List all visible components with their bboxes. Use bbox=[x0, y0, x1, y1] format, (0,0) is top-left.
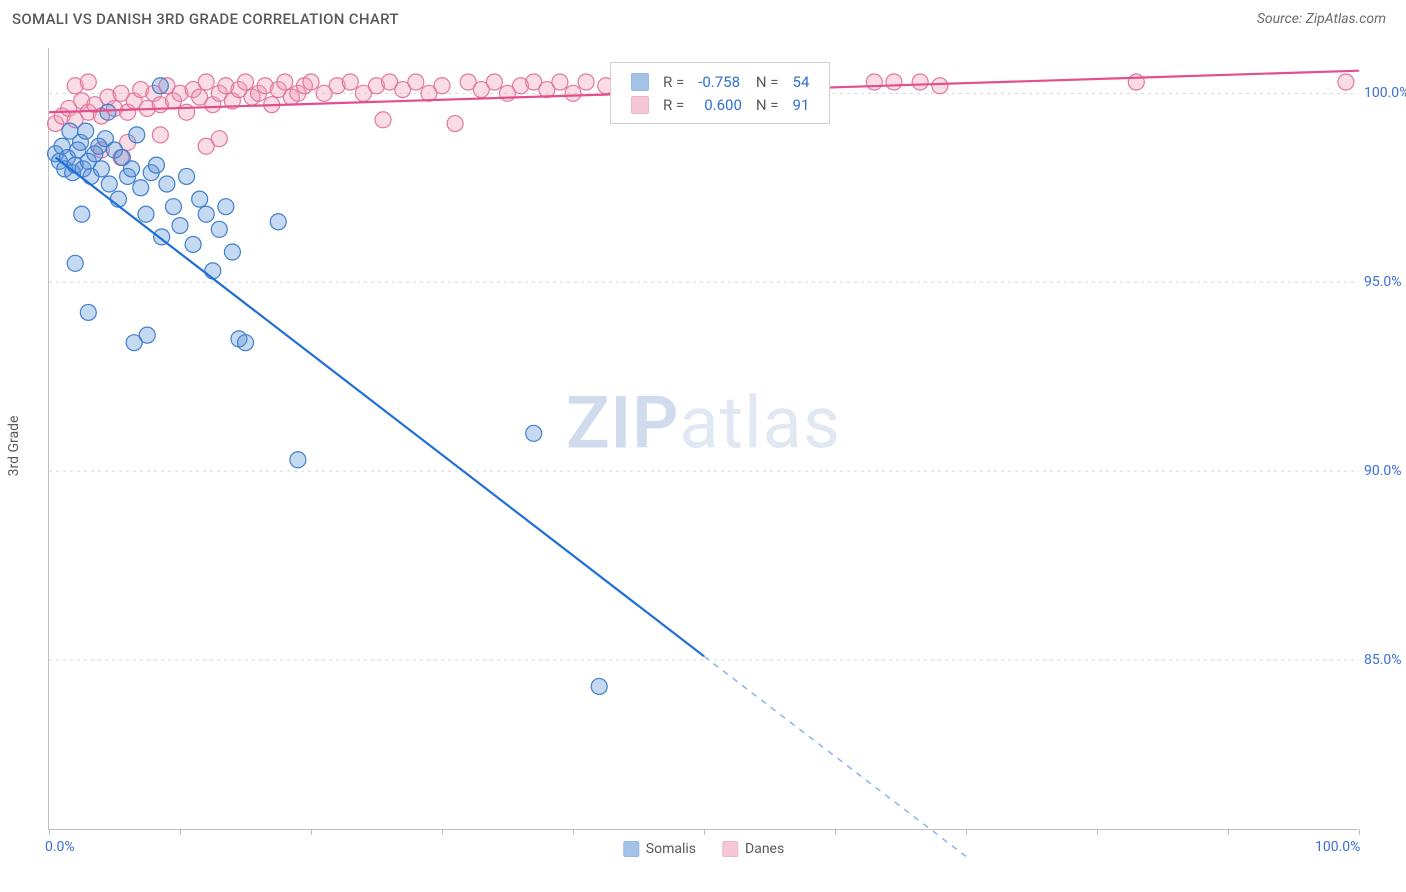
scatter-point bbox=[133, 180, 149, 196]
scatter-point bbox=[375, 112, 391, 128]
xtick bbox=[1097, 829, 1098, 835]
scatter-point bbox=[165, 199, 181, 215]
scatter-point bbox=[139, 327, 155, 343]
xtick bbox=[704, 829, 705, 835]
legend: Somalis Danes bbox=[623, 841, 784, 857]
y-axis-label: 3rd Grade bbox=[6, 416, 22, 477]
scatter-point bbox=[1338, 74, 1354, 90]
stats-swatch-somalis bbox=[631, 73, 649, 91]
scatter-point bbox=[185, 236, 201, 252]
trend-line-dashed bbox=[704, 656, 966, 856]
stats-n-label: N = bbox=[750, 71, 785, 92]
scatter-point bbox=[886, 74, 902, 90]
scatter-point bbox=[198, 74, 214, 90]
xtick bbox=[1359, 829, 1360, 835]
stats-r-label: R = bbox=[657, 71, 690, 92]
stats-swatch-danes bbox=[631, 96, 649, 114]
xtick bbox=[49, 829, 50, 835]
stats-row-danes: R = 0.600 N = 91 bbox=[625, 94, 815, 115]
scatter-point bbox=[211, 221, 227, 237]
stats-r-somalis: -0.758 bbox=[692, 71, 748, 92]
scatter-point bbox=[238, 74, 254, 90]
legend-swatch-somalis bbox=[623, 841, 639, 857]
xtick bbox=[311, 829, 312, 835]
scatter-svg bbox=[49, 48, 1358, 829]
chart-source: Source: ZipAtlas.com bbox=[1257, 11, 1386, 27]
scatter-point bbox=[148, 157, 164, 173]
xtick bbox=[180, 829, 181, 835]
scatter-point bbox=[224, 244, 240, 260]
scatter-point bbox=[408, 74, 424, 90]
stats-n-label: N = bbox=[750, 94, 785, 115]
scatter-point bbox=[238, 335, 254, 351]
scatter-point bbox=[179, 168, 195, 184]
scatter-point bbox=[565, 85, 581, 101]
legend-swatch-danes bbox=[722, 841, 738, 857]
scatter-point bbox=[526, 425, 542, 441]
scatter-point bbox=[578, 74, 594, 90]
trend-line bbox=[56, 158, 704, 657]
scatter-point bbox=[124, 161, 140, 177]
scatter-point bbox=[591, 678, 607, 694]
scatter-point bbox=[152, 127, 168, 143]
correlation-stats-box: R = -0.758 N = 54 R = 0.600 N = 91 bbox=[610, 62, 830, 124]
scatter-point bbox=[486, 74, 502, 90]
scatter-point bbox=[1128, 74, 1144, 90]
scatter-point bbox=[101, 176, 117, 192]
xtick bbox=[835, 829, 836, 835]
scatter-point bbox=[78, 123, 94, 139]
scatter-point bbox=[93, 161, 109, 177]
scatter-point bbox=[152, 78, 168, 94]
scatter-point bbox=[218, 199, 234, 215]
scatter-point bbox=[80, 74, 96, 90]
scatter-point bbox=[159, 176, 175, 192]
xtick-label: 0.0% bbox=[45, 839, 75, 855]
ytick-label: 95.0% bbox=[1364, 274, 1406, 290]
legend-label-danes: Danes bbox=[745, 841, 784, 857]
stats-n-somalis: 54 bbox=[787, 71, 816, 92]
chart-title: SOMALI VS DANISH 3RD GRADE CORRELATION C… bbox=[12, 10, 399, 28]
scatter-point bbox=[434, 78, 450, 94]
scatter-point bbox=[211, 131, 227, 147]
ytick-label: 85.0% bbox=[1364, 652, 1406, 668]
scatter-point bbox=[100, 104, 116, 120]
scatter-point bbox=[138, 206, 154, 222]
scatter-point bbox=[912, 74, 928, 90]
scatter-point bbox=[552, 74, 568, 90]
scatter-point bbox=[277, 74, 293, 90]
scatter-point bbox=[303, 74, 319, 90]
xtick bbox=[442, 829, 443, 835]
stats-r-danes: 0.600 bbox=[692, 94, 748, 115]
scatter-point bbox=[129, 127, 145, 143]
chart-header: SOMALI VS DANISH 3RD GRADE CORRELATION C… bbox=[0, 0, 1406, 36]
xtick bbox=[966, 829, 967, 835]
scatter-point bbox=[866, 74, 882, 90]
legend-label-somalis: Somalis bbox=[646, 841, 696, 857]
scatter-point bbox=[205, 263, 221, 279]
scatter-point bbox=[74, 206, 90, 222]
chart-plot-area: ZIPatlas R = -0.758 N = 54 R = 0.600 N =… bbox=[48, 48, 1358, 830]
scatter-point bbox=[172, 218, 188, 234]
scatter-point bbox=[342, 74, 358, 90]
scatter-point bbox=[932, 78, 948, 94]
stats-table: R = -0.758 N = 54 R = 0.600 N = 91 bbox=[623, 69, 817, 117]
ytick-label: 100.0% bbox=[1364, 85, 1406, 101]
legend-item-danes: Danes bbox=[722, 841, 784, 857]
scatter-point bbox=[198, 206, 214, 222]
legend-item-somalis: Somalis bbox=[623, 841, 696, 857]
scatter-point bbox=[67, 255, 83, 271]
scatter-point bbox=[290, 452, 306, 468]
scatter-point bbox=[192, 191, 208, 207]
xtick bbox=[1228, 829, 1229, 835]
stats-row-somalis: R = -0.758 N = 54 bbox=[625, 71, 815, 92]
scatter-point bbox=[447, 116, 463, 132]
scatter-point bbox=[270, 214, 286, 230]
stats-r-label: R = bbox=[657, 94, 690, 115]
stats-n-danes: 91 bbox=[787, 94, 816, 115]
ytick-label: 90.0% bbox=[1364, 463, 1406, 479]
scatter-point bbox=[80, 304, 96, 320]
xtick bbox=[573, 829, 574, 835]
xtick-label: 100.0% bbox=[1315, 839, 1360, 855]
